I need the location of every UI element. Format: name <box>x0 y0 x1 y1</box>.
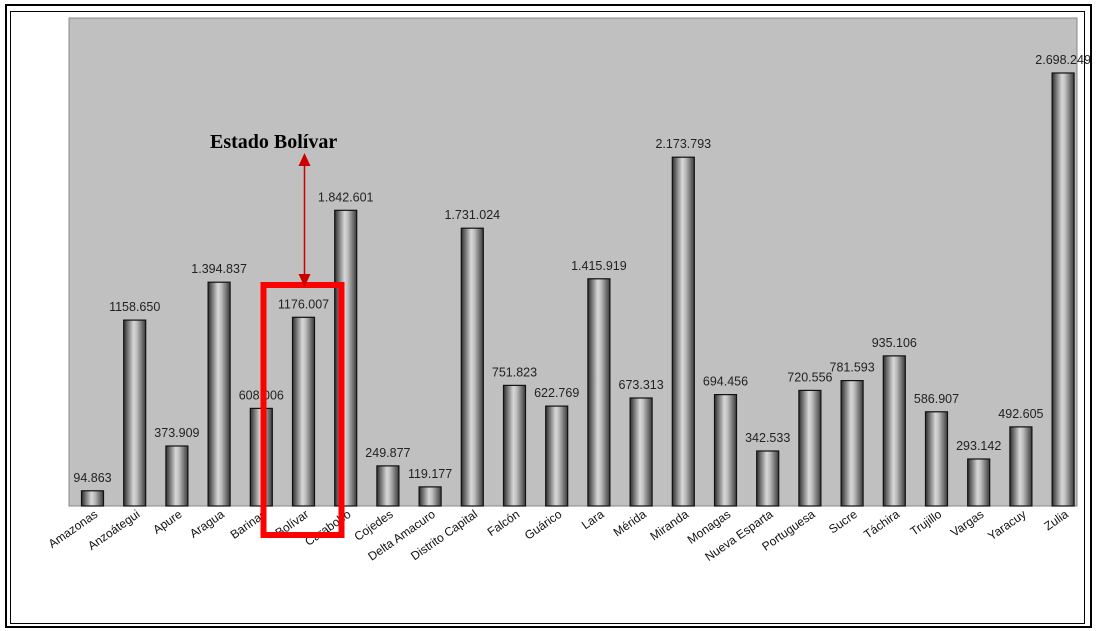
bar-14 <box>671 156 695 507</box>
bar-2 <box>165 445 189 507</box>
value-label-6: 1.842.601 <box>318 190 374 204</box>
bar-20 <box>924 411 949 507</box>
bar-10 <box>502 384 527 507</box>
chart-frame-inner <box>10 11 1085 624</box>
value-label-21: 293.142 <box>956 439 1001 453</box>
bar-13 <box>629 397 653 507</box>
value-label-16: 342.533 <box>745 431 790 445</box>
bar-3 <box>207 281 231 507</box>
value-label-14: 2.173.793 <box>655 137 711 151</box>
value-label-9: 1.731.024 <box>444 208 500 222</box>
bar-8 <box>418 486 442 507</box>
bar-6 <box>334 209 358 507</box>
bar-16 <box>756 450 780 507</box>
value-label-22: 492.605 <box>998 407 1043 421</box>
bar-7 <box>376 465 400 507</box>
chart-frame-outer <box>5 4 1092 628</box>
category-label-13: Mérida <box>611 507 649 540</box>
bar-9 <box>460 227 484 507</box>
bar-19 <box>882 355 906 507</box>
category-label-6: Carabobo <box>302 507 353 549</box>
annotation-label: Estado Bolívar <box>210 131 337 153</box>
category-label-21: Vargas <box>948 507 986 540</box>
category-label-23: Zulia <box>1041 507 1071 534</box>
value-label-15: 694.456 <box>703 375 748 389</box>
value-label-23: 2.698.249 <box>1035 53 1091 67</box>
value-label-13: 673.313 <box>619 378 664 392</box>
category-label-20: Trujillo <box>908 507 945 539</box>
value-label-19: 935.106 <box>872 336 917 350</box>
category-label-18: Sucre <box>826 507 860 537</box>
category-label-14: Miranda <box>647 507 691 544</box>
value-label-2: 373.909 <box>154 426 199 440</box>
plot-area <box>68 17 1078 507</box>
value-label-18: 781.593 <box>830 361 875 375</box>
value-label-17: 720.556 <box>787 370 832 384</box>
value-label-11: 622.769 <box>534 386 579 400</box>
category-label-22: Yaracuy <box>985 507 1028 543</box>
category-label-2: Apure <box>150 507 185 537</box>
value-label-3: 1.394.837 <box>191 262 247 276</box>
annotation-group: Estado Bolívar <box>210 131 345 538</box>
category-label-19: Táchira <box>861 507 902 542</box>
bar-12 <box>587 278 611 507</box>
bar-18 <box>840 380 864 507</box>
value-label-8: 119.177 <box>408 467 452 481</box>
value-label-0: 94.863 <box>73 471 111 485</box>
bar-0 <box>80 490 105 507</box>
bar-11 <box>545 405 569 507</box>
bar-15 <box>713 394 738 507</box>
bar-17 <box>798 389 822 507</box>
value-label-7: 249.877 <box>365 446 410 460</box>
bar-22 <box>1009 426 1033 507</box>
value-label-12: 1.415.919 <box>571 259 627 273</box>
bar-21 <box>967 458 991 507</box>
category-label-3: Aragua <box>187 507 227 541</box>
annotation-arrowhead-down <box>298 274 311 287</box>
value-label-1: 1158.650 <box>109 300 160 314</box>
value-label-10: 751.823 <box>492 365 537 379</box>
value-label-5: 1176.007 <box>278 297 329 311</box>
bar-23 <box>1051 72 1075 507</box>
bar-5 <box>291 316 316 507</box>
value-labels-group: 94.8631158.650373.9091.394.837608.006117… <box>73 53 1091 485</box>
category-label-11: Guárico <box>522 507 565 543</box>
highlight-box <box>260 282 345 538</box>
annotation-arrowhead-up <box>298 153 311 166</box>
bar-1 <box>123 319 147 507</box>
category-label-10: Falcón <box>485 507 523 539</box>
value-label-20: 586.907 <box>914 392 959 406</box>
category-label-12: Lara <box>579 507 607 532</box>
